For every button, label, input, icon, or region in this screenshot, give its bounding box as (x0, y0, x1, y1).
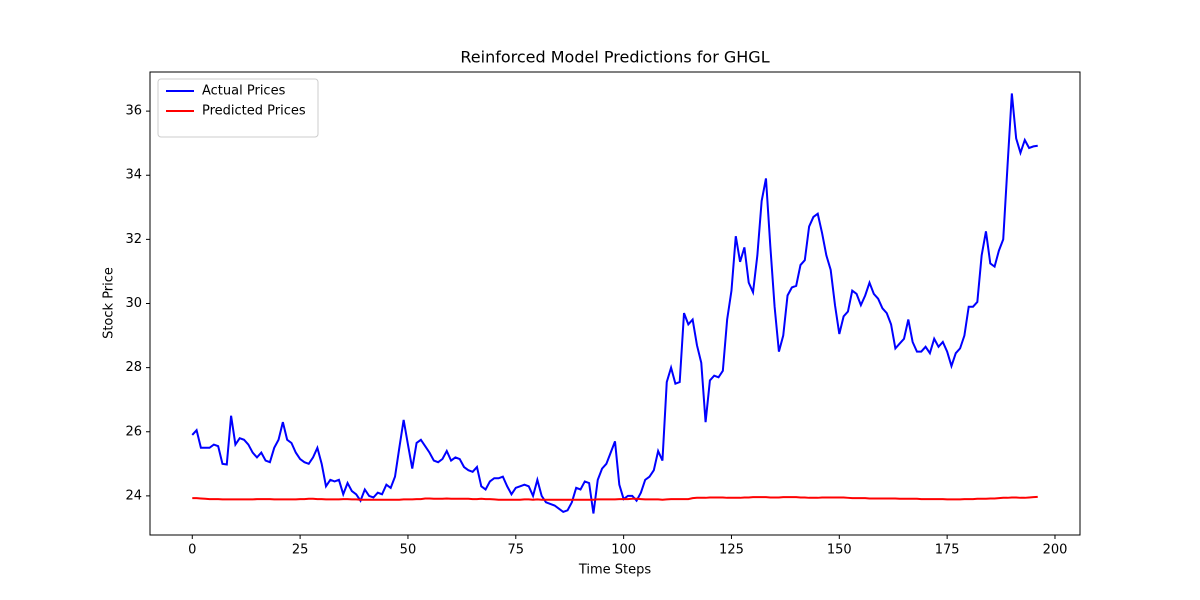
y-tick-label: 34 (125, 168, 142, 183)
x-tick-label: 50 (400, 543, 417, 558)
x-axis-label: Time Steps (578, 563, 652, 578)
plot-frame (149, 71, 1081, 536)
y-tick-label: 24 (125, 488, 142, 503)
legend-box (157, 78, 319, 138)
y-tick-label: 26 (125, 424, 142, 439)
y-axis-label: Stock Price (102, 267, 117, 339)
data-line (191, 93, 1038, 514)
y-tick-label: 36 (125, 104, 142, 119)
legend-label: Predicted Prices (202, 104, 306, 119)
x-tick-label: 125 (719, 543, 744, 558)
x-tick-label: 25 (292, 543, 309, 558)
x-tick-label: 75 (508, 543, 525, 558)
x-tick-label: 200 (1043, 543, 1068, 558)
data-line (192, 495, 1038, 501)
y-tick-label: 30 (125, 296, 142, 311)
y-tick-label: 32 (125, 232, 142, 247)
x-tick-label: 100 (611, 543, 636, 558)
x-tick-label: 150 (827, 543, 852, 558)
chart-title: Reinforced Model Predictions for GHGL (460, 48, 769, 67)
y-tick-label: 28 (125, 360, 142, 375)
x-tick-label: 0 (188, 543, 196, 558)
x-tick-label: 175 (935, 543, 960, 558)
legend-label: Actual Prices (202, 84, 286, 99)
